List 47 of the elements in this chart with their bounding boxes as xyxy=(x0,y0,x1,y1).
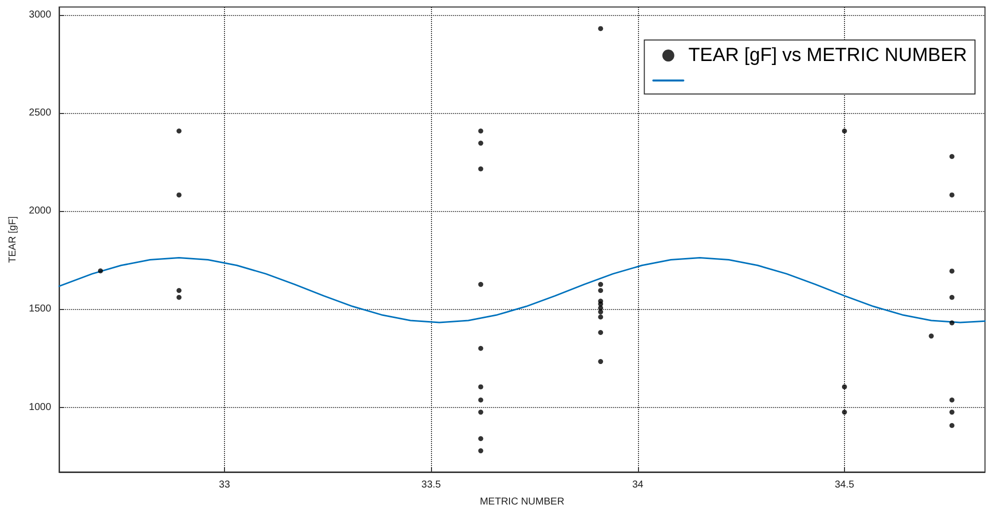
point xyxy=(598,314,604,320)
x-axis-title: METRIC NUMBER xyxy=(480,496,564,508)
point xyxy=(478,436,484,442)
point xyxy=(949,268,954,274)
x-tick-label: 33 xyxy=(218,480,230,490)
y-tick-label: 2000 xyxy=(28,206,52,217)
point xyxy=(949,154,954,160)
point xyxy=(598,26,604,32)
point xyxy=(928,334,934,339)
point xyxy=(598,282,604,287)
point xyxy=(598,330,604,335)
x-tick-label: 33.5 xyxy=(421,480,442,490)
point xyxy=(478,448,484,454)
y-axis-title: TEAR [gF] xyxy=(8,216,18,263)
line-series xyxy=(58,256,986,324)
point xyxy=(478,397,484,402)
point xyxy=(949,397,954,402)
point xyxy=(949,410,954,415)
point xyxy=(842,410,847,415)
point xyxy=(598,288,604,294)
point xyxy=(176,294,182,300)
y-tick-label: 1500 xyxy=(28,304,52,315)
point xyxy=(478,140,484,146)
point xyxy=(949,294,954,300)
point xyxy=(98,268,103,274)
point xyxy=(478,346,484,351)
y-tick-label: 1000 xyxy=(28,402,52,413)
point xyxy=(176,288,182,294)
point xyxy=(176,128,182,134)
point xyxy=(478,128,484,134)
point xyxy=(949,320,954,326)
point xyxy=(176,192,182,198)
point xyxy=(598,309,604,314)
legend-label: TEAR [gF] vs METRIC NUMBER xyxy=(688,45,968,66)
y-tick-label: 2500 xyxy=(28,107,52,118)
point xyxy=(842,128,847,134)
x-tick-label: 34.5 xyxy=(834,480,855,490)
point xyxy=(949,423,954,428)
point xyxy=(478,282,484,287)
point xyxy=(598,359,604,364)
point xyxy=(478,410,484,415)
point xyxy=(949,192,954,198)
point xyxy=(842,384,847,390)
point xyxy=(478,166,484,172)
y-tick-label: 3000 xyxy=(28,9,52,20)
x-tick-label: 34 xyxy=(632,480,644,490)
point xyxy=(478,384,484,390)
